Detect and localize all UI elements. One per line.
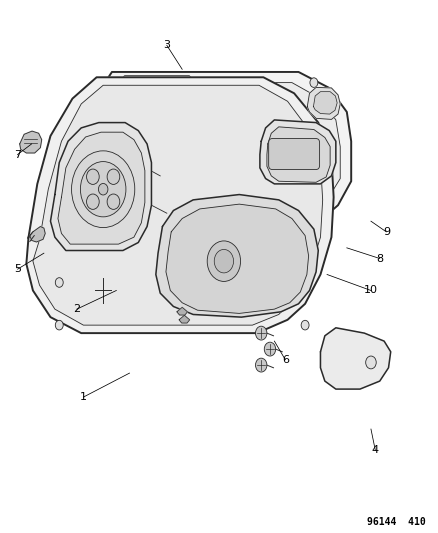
Polygon shape xyxy=(33,85,322,325)
Polygon shape xyxy=(50,123,151,251)
Circle shape xyxy=(309,203,317,213)
FancyBboxPatch shape xyxy=(268,139,319,169)
Text: 8: 8 xyxy=(375,254,382,263)
Polygon shape xyxy=(320,328,390,389)
Polygon shape xyxy=(307,87,339,119)
Polygon shape xyxy=(58,132,145,244)
Circle shape xyxy=(71,151,134,228)
Circle shape xyxy=(86,194,99,209)
Text: 4: 4 xyxy=(371,446,378,455)
Text: 1: 1 xyxy=(80,392,87,402)
Circle shape xyxy=(107,169,120,184)
Circle shape xyxy=(55,320,63,330)
Circle shape xyxy=(365,356,375,369)
Text: 96144  410: 96144 410 xyxy=(366,516,425,527)
Polygon shape xyxy=(266,127,329,182)
Polygon shape xyxy=(20,131,42,153)
Polygon shape xyxy=(179,316,189,323)
Circle shape xyxy=(255,358,266,372)
Circle shape xyxy=(55,278,63,287)
Polygon shape xyxy=(259,120,335,184)
Text: 6: 6 xyxy=(281,355,288,365)
Polygon shape xyxy=(85,83,339,211)
Circle shape xyxy=(86,169,99,184)
Circle shape xyxy=(207,241,240,281)
Polygon shape xyxy=(166,204,308,313)
Polygon shape xyxy=(155,195,318,317)
Polygon shape xyxy=(177,308,187,315)
Circle shape xyxy=(107,194,120,209)
Text: 2: 2 xyxy=(73,304,80,314)
Circle shape xyxy=(101,78,109,87)
Text: 9: 9 xyxy=(382,227,389,237)
Circle shape xyxy=(264,342,275,356)
Circle shape xyxy=(101,203,109,213)
Text: 10: 10 xyxy=(363,286,377,295)
Circle shape xyxy=(80,161,126,217)
Polygon shape xyxy=(77,72,350,219)
Text: 7: 7 xyxy=(14,150,21,159)
Text: 3: 3 xyxy=(163,41,170,50)
Circle shape xyxy=(255,326,266,340)
FancyBboxPatch shape xyxy=(123,76,190,90)
Circle shape xyxy=(300,320,308,330)
Polygon shape xyxy=(64,149,81,213)
Circle shape xyxy=(214,249,233,273)
Polygon shape xyxy=(313,92,336,114)
Circle shape xyxy=(309,78,317,87)
Text: 5: 5 xyxy=(14,264,21,274)
Polygon shape xyxy=(26,77,333,333)
Circle shape xyxy=(98,183,108,195)
Circle shape xyxy=(300,262,308,271)
Polygon shape xyxy=(30,227,45,242)
